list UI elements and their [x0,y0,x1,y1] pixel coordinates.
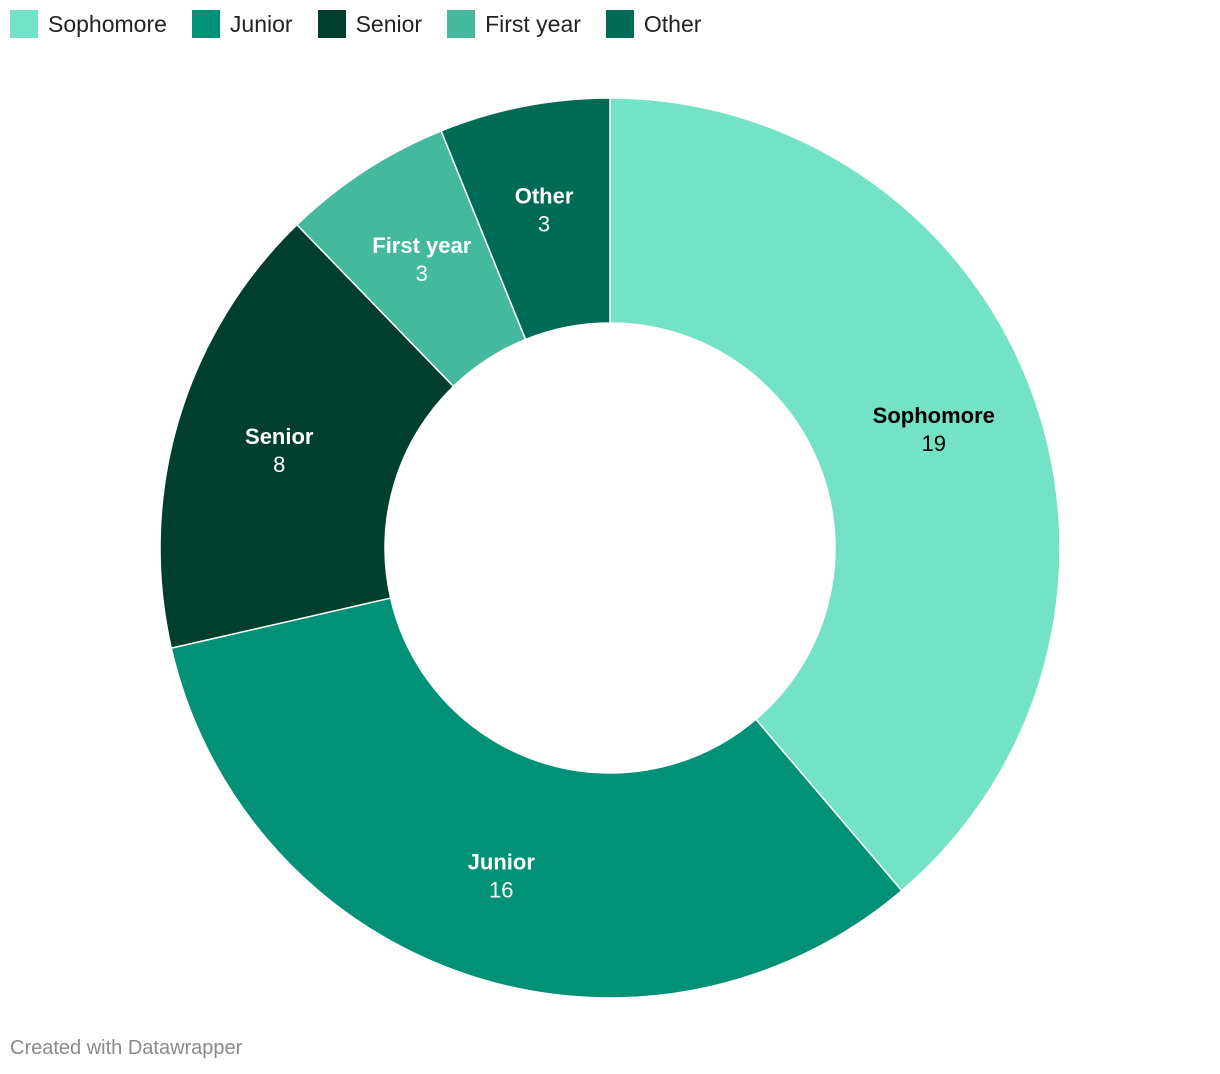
legend-swatch [605,10,634,38]
credit-footer: Created with Datawrapper [10,1037,243,1059]
legend-item-sophomore: Sophomore [10,10,167,38]
legend-item-first-year: First year [447,10,581,38]
legend-item-other: Other [605,10,702,38]
slice-senior [159,223,455,650]
legend-swatch [10,10,38,38]
legend-label: Junior [229,10,293,37]
slice-value-other: 3 [538,211,550,236]
legend-label: Other [643,10,702,37]
slice-junior [170,597,903,999]
legend-item-senior: Senior [317,10,423,38]
slice-label-first-year: First year [372,233,471,258]
slice-label-senior: Senior [245,424,314,449]
legend-label: Sophomore [48,10,167,37]
slice-labels: Sophomore 19 Junior 16 Senior 8 First year 3 Oth… [245,183,995,902]
slice-label-other: Other [515,183,574,208]
slice-value-junior: 16 [489,877,513,902]
legend-swatch [317,10,346,38]
chart-legend: Sophomore Junior Senior First year Other [10,10,726,38]
slice-label-junior: Junior [468,849,536,874]
donut-slices [159,97,1061,999]
legend-swatch [191,10,220,38]
slice-value-first-year: 3 [416,261,428,286]
slice-value-senior: 8 [273,452,285,477]
slice-label-sophomore: Sophomore [873,403,995,428]
legend-swatch [447,10,476,38]
legend-item-junior: Junior [191,10,293,38]
slice-sophomore [609,97,1061,892]
legend-label: First year [485,10,581,37]
slice-value-sophomore: 19 [922,431,946,456]
legend-label: Senior [355,10,423,37]
slice-other [440,97,611,341]
